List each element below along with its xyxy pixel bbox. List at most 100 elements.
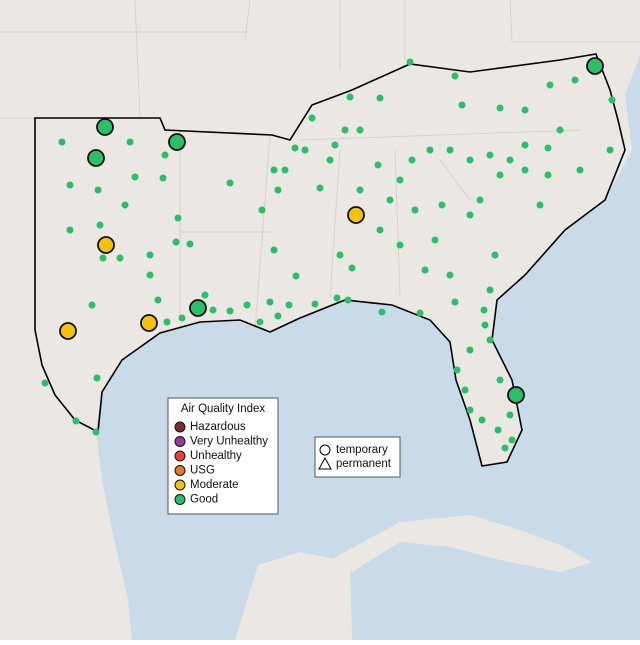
site-dot: [96, 221, 104, 229]
shape-label: temporary: [336, 444, 388, 456]
site-dot: [331, 141, 339, 149]
site-dot: [72, 417, 80, 425]
site-dot: [146, 251, 154, 259]
site-dot: [274, 312, 282, 320]
cuba: [330, 515, 592, 572]
site-dot: [508, 436, 516, 444]
site-dot: [346, 93, 354, 101]
aqi-legend-box: [167, 397, 279, 515]
site-dot: [396, 241, 404, 249]
site-dot: [608, 96, 616, 104]
site-dot: [496, 104, 504, 112]
legend-swatch: [174, 436, 186, 447]
site-dot: [274, 186, 282, 194]
region-outline: [34, 53, 626, 467]
site-dot: [446, 146, 454, 154]
site-dot: [94, 186, 102, 194]
legend-title: Air Quality Index: [181, 403, 266, 415]
legend-swatch: [174, 479, 186, 491]
aqi-legend: Hazardous Very Unhealthy Unhealthy USG Moder…: [174, 421, 268, 506]
site-dot: [494, 426, 502, 434]
legend-label: Hazardous: [190, 421, 246, 433]
site-dot: [458, 101, 466, 109]
site-dot: [521, 141, 529, 149]
site-dot: [481, 321, 489, 329]
site-dot: [209, 306, 217, 314]
site-dot: [506, 411, 514, 419]
legend-swatch: [174, 421, 186, 433]
site-dot: [486, 151, 494, 159]
site-dot: [99, 254, 107, 262]
legend-label: USG: [190, 465, 215, 477]
site-dot: [270, 166, 278, 174]
legend-swatch: [174, 465, 186, 476]
site-dot: [356, 126, 364, 134]
site-dot: [486, 286, 494, 294]
site-dot: [376, 94, 384, 102]
site-dot: [521, 166, 529, 174]
legend-label: Very Unhealthy: [190, 436, 268, 448]
site-dot: [226, 179, 234, 187]
site-dot: [556, 126, 564, 134]
site-dot: [88, 301, 96, 309]
site-dot: [333, 294, 341, 302]
site-dot: [326, 156, 334, 164]
site-dot: [348, 264, 356, 272]
site-dot: [172, 238, 180, 246]
legend-label: Good: [190, 494, 218, 506]
site-dot: [546, 81, 554, 89]
site-dot: [480, 306, 488, 314]
site-dot: [576, 166, 584, 174]
site-dot: [186, 240, 194, 248]
site-dot: [466, 346, 474, 354]
site-dot: [466, 211, 474, 219]
site-marker: [97, 236, 115, 254]
site-dot: [496, 376, 504, 384]
site-dot: [416, 309, 424, 317]
site-dot: [116, 254, 124, 262]
site-dot: [521, 106, 529, 114]
shape-label: permanent: [336, 458, 392, 470]
site-marker: [168, 133, 186, 151]
site-dot: [461, 386, 469, 394]
site-marker: [189, 299, 207, 317]
site-dot: [571, 76, 579, 84]
site-dot: [291, 144, 299, 152]
monitor-sites: [41, 58, 616, 452]
triangle-symbol: [318, 456, 332, 470]
site-dot: [266, 298, 274, 306]
site-dot: [341, 126, 349, 134]
site-dot: [58, 138, 66, 146]
site-dot: [41, 379, 49, 387]
site-dot: [174, 214, 182, 222]
site-dot: [396, 176, 404, 184]
site-dot: [486, 336, 494, 344]
site-dot: [270, 246, 278, 254]
site-dot: [378, 308, 386, 316]
site-dot: [356, 186, 364, 194]
site-dot: [308, 114, 316, 122]
site-dot: [451, 72, 459, 80]
site-dot: [406, 58, 414, 66]
site-dot: [411, 206, 419, 214]
site-dot: [256, 318, 264, 326]
site-dot: [336, 251, 344, 259]
site-dot: [301, 146, 309, 154]
site-dot: [544, 144, 552, 152]
site-dot: [154, 296, 162, 304]
site-dot: [163, 318, 171, 326]
site-marker: [87, 149, 105, 167]
site-marker: [140, 314, 158, 332]
site-dot: [161, 151, 169, 159]
site-dot: [126, 138, 134, 146]
site-dot: [426, 146, 434, 154]
site-dot: [478, 416, 486, 424]
site-dot: [66, 226, 74, 234]
site-dot: [453, 366, 461, 374]
site-dot: [92, 428, 100, 436]
site-dot: [281, 166, 289, 174]
legend-label: Unhealthy: [190, 450, 242, 462]
site-dot: [431, 236, 439, 244]
state-borders: [0, 0, 640, 331]
